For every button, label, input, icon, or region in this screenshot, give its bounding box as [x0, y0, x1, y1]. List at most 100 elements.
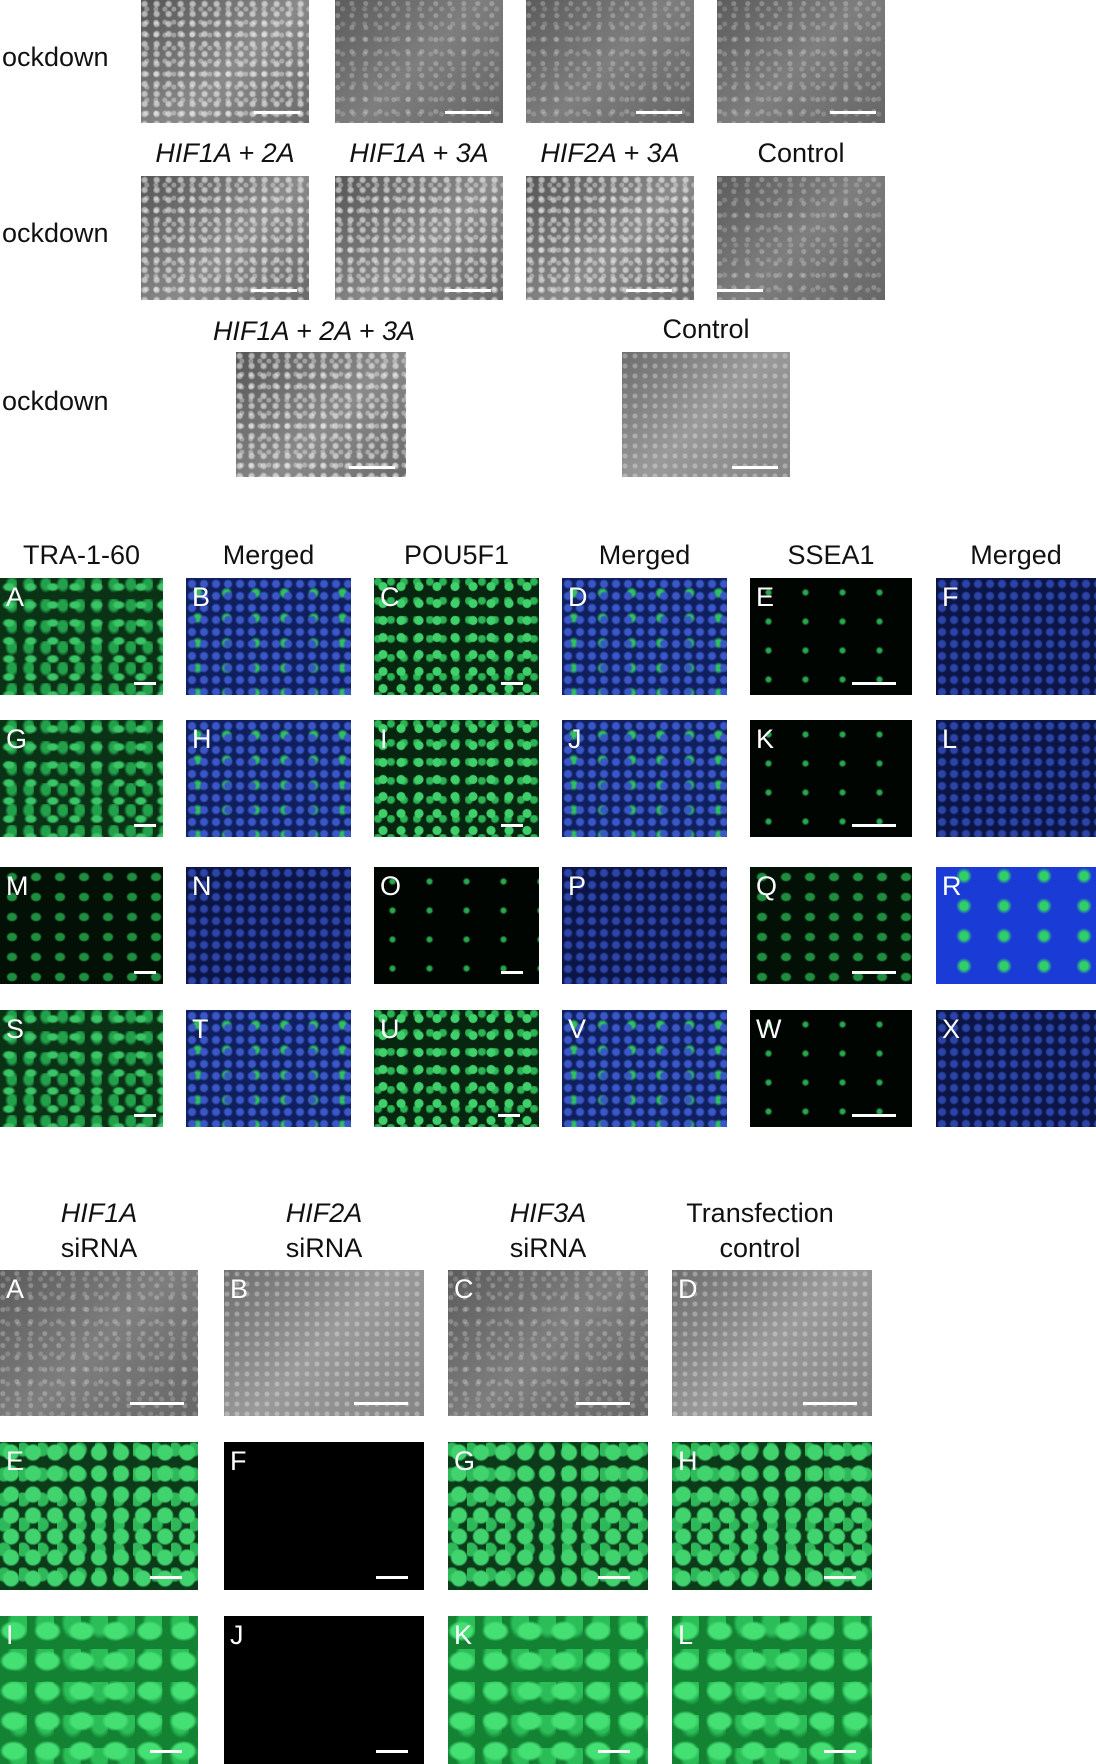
- scale-bar: [598, 1576, 630, 1579]
- panel-letter: I: [380, 724, 388, 754]
- scale-bar: [501, 682, 523, 685]
- scale-bar: [376, 1750, 408, 1753]
- merged-panel: T: [186, 1010, 351, 1127]
- panel-letter: J: [230, 1620, 244, 1650]
- column-header: siRNA: [509, 1233, 587, 1263]
- panel-letter: A: [6, 582, 25, 612]
- scale-bar: [852, 682, 896, 685]
- merged-panel: L: [936, 720, 1096, 837]
- column-header: control: [719, 1233, 801, 1263]
- scale-bar: [134, 682, 156, 685]
- column-header: SSEA1: [787, 540, 875, 570]
- scale-bar: [349, 466, 395, 469]
- panel-letter: X: [942, 1014, 961, 1044]
- panel-letter: D: [568, 582, 588, 612]
- panel-letter: G: [454, 1446, 476, 1476]
- merged-panel: H: [186, 720, 351, 837]
- micrograph: [236, 352, 406, 477]
- column-header: siRNA: [285, 1233, 363, 1263]
- fluorescence-panel: I: [0, 1616, 198, 1764]
- micrograph: [141, 176, 309, 300]
- panel-letter: J: [568, 724, 582, 754]
- panel-letter: H: [678, 1446, 698, 1476]
- column-header: HIF1A + 3A: [349, 138, 489, 168]
- panel-letter: B: [192, 582, 211, 612]
- scale-bar: [501, 971, 523, 974]
- micrograph: [335, 0, 503, 123]
- panel-letter: L: [942, 724, 958, 754]
- micrograph: [526, 176, 694, 300]
- fluorescence-panel: A: [0, 578, 163, 695]
- micrograph: [335, 176, 503, 300]
- panel-letter: H: [192, 724, 212, 754]
- micrograph: C: [448, 1270, 648, 1416]
- fluorescence-panel: L: [672, 1616, 872, 1764]
- scale-bar: [251, 289, 297, 292]
- panel-letter: S: [6, 1014, 25, 1044]
- row-label: ockdown: [2, 218, 109, 248]
- column-header: Merged: [222, 540, 315, 570]
- column-header: HIF1A + 2A: [155, 138, 295, 168]
- micrograph: A: [0, 1270, 198, 1416]
- fluorescence-panel: M: [0, 867, 163, 984]
- panel-letter: K: [756, 724, 775, 754]
- scale-bar: [852, 824, 896, 827]
- panel-letter: D: [678, 1274, 698, 1304]
- merged-panel: P: [562, 867, 727, 984]
- panel-letter: R: [942, 871, 962, 901]
- panel-letter: K: [454, 1620, 473, 1650]
- fluorescence-panel: K: [750, 720, 912, 837]
- fluorescence-panel: C: [374, 578, 539, 695]
- fluorescence-panel: F: [224, 1442, 424, 1590]
- scale-bar: [376, 1576, 408, 1579]
- column-header: siRNA: [60, 1233, 138, 1263]
- panel-letter: A: [6, 1274, 25, 1304]
- fluorescence-panel: W: [750, 1010, 912, 1127]
- fluorescence-panel: K: [448, 1616, 648, 1764]
- panel-letter: V: [568, 1014, 587, 1044]
- panel-letter: F: [942, 582, 959, 612]
- panel-letter: C: [380, 582, 400, 612]
- panel-letter: F: [230, 1446, 247, 1476]
- micrograph: D: [672, 1270, 872, 1416]
- column-header: POU5F1: [403, 540, 510, 570]
- scale-bar: [134, 824, 156, 827]
- fluorescence-panel: Q: [750, 867, 912, 984]
- merged-panel: X: [936, 1010, 1096, 1127]
- scale-bar: [824, 1576, 856, 1579]
- fluorescence-panel: G: [0, 720, 163, 837]
- scale-bar: [852, 971, 896, 974]
- scale-bar: [445, 111, 491, 114]
- merged-panel: R: [936, 867, 1096, 984]
- merged-panel: F: [936, 578, 1096, 695]
- panel-letter: E: [6, 1446, 25, 1476]
- scale-bar: [852, 1114, 896, 1117]
- panel-letter: L: [678, 1620, 694, 1650]
- panel-letter: G: [6, 724, 28, 754]
- scale-bar: [824, 1750, 856, 1753]
- scale-bar: [598, 1750, 630, 1753]
- column-header: Control: [757, 138, 845, 168]
- panel-letter: T: [192, 1014, 209, 1044]
- micrograph: [526, 0, 694, 123]
- panel-letter: C: [454, 1274, 474, 1304]
- column-header: HIF2A + 3A: [540, 138, 680, 168]
- fluorescence-panel: I: [374, 720, 539, 837]
- scale-bar: [626, 289, 672, 292]
- panel-letter: W: [756, 1014, 782, 1044]
- scale-bar: [636, 111, 682, 114]
- row-label: ockdown: [2, 42, 109, 72]
- panel-letter: Q: [756, 871, 778, 901]
- merged-panel: N: [186, 867, 351, 984]
- micrograph: [622, 352, 790, 477]
- scale-bar: [445, 289, 491, 292]
- scale-bar: [732, 466, 778, 469]
- column-header: HIF1A + 2A + 3A: [212, 316, 416, 346]
- fluorescence-panel: G: [448, 1442, 648, 1590]
- micrograph: [141, 0, 309, 123]
- panel-letter: P: [568, 871, 587, 901]
- scale-bar: [830, 111, 876, 114]
- fluorescence-panel: E: [750, 578, 912, 695]
- merged-panel: J: [562, 720, 727, 837]
- panel-letter: N: [192, 871, 212, 901]
